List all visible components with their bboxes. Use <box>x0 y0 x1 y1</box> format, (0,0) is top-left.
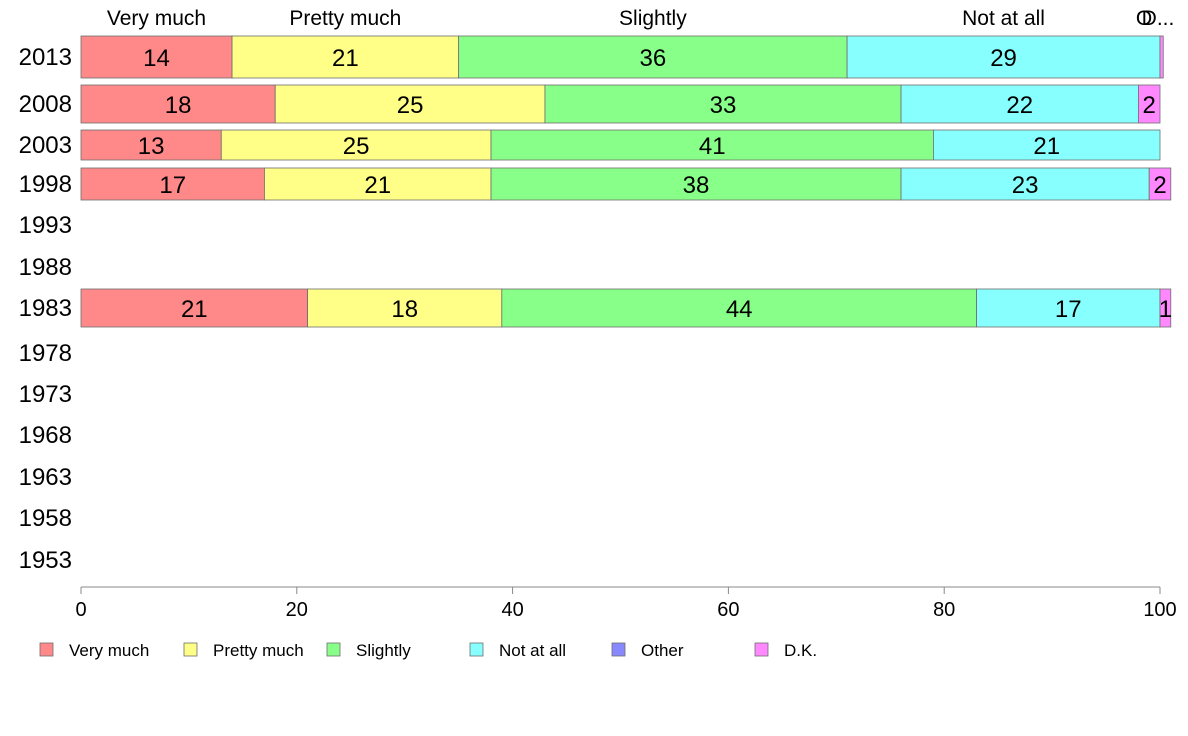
data-label: 13 <box>138 133 165 160</box>
data-label: 29 <box>990 45 1017 72</box>
bar-segment <box>544 84 902 124</box>
legend-label: Slightly <box>356 641 411 660</box>
data-label: 21 <box>332 45 359 72</box>
data-label: 23 <box>1012 172 1039 199</box>
bar-segment <box>490 129 934 161</box>
bar-segment <box>80 84 276 124</box>
x-tick-label: 80 <box>933 599 955 621</box>
data-label: 17 <box>1055 296 1082 323</box>
data-label: 25 <box>397 92 424 119</box>
bar-segment <box>231 35 460 79</box>
legend-swatch <box>183 642 198 657</box>
y-tick-label: 1968 <box>19 422 72 449</box>
y-tick-label: 1988 <box>19 254 72 281</box>
bar-segment <box>933 129 1161 161</box>
y-axis: 2013 2008 2003 1998 1993 1988 1983 1978 1973 1968… <box>19 44 72 574</box>
bar-segment <box>264 167 492 201</box>
bar-segment <box>220 129 492 161</box>
data-label: 17 <box>159 172 186 199</box>
data-label: 21 <box>364 172 391 199</box>
legend-swatch <box>39 642 54 657</box>
data-label: 41 <box>699 133 726 160</box>
data-label: 21 <box>181 296 208 323</box>
y-tick-label: 2008 <box>19 91 72 118</box>
top-category-label: Slightly <box>619 7 687 30</box>
data-label: 21 <box>1033 133 1060 160</box>
top-category-label: D... <box>1142 7 1175 30</box>
legend-label: Other <box>641 641 684 660</box>
data-label: 2 <box>1153 172 1166 199</box>
top-category-label: Pretty much <box>289 7 401 30</box>
bar-segment <box>900 84 1139 124</box>
x-tick-label: 60 <box>717 599 739 621</box>
y-tick-label: 2003 <box>19 132 72 159</box>
data-label: 33 <box>710 92 737 119</box>
legend-label: Not at all <box>499 641 566 660</box>
data-label: 18 <box>391 296 418 323</box>
data-label: 14 <box>143 45 170 72</box>
y-tick-label: 1983 <box>19 295 72 322</box>
bar-segment <box>1148 167 1172 201</box>
top-category-label: Not at all <box>962 7 1045 30</box>
bar-segment <box>274 84 546 124</box>
bar-segment <box>307 288 503 328</box>
top-category-label: O <box>1136 7 1152 30</box>
top-category-labels: Very much Pretty much Slightly Not at all OD… <box>107 7 1174 30</box>
bar-segment <box>1159 35 1164 79</box>
x-tick-label: 40 <box>501 599 523 621</box>
data-label: 22 <box>1006 92 1033 119</box>
y-tick-label: 1958 <box>19 505 72 532</box>
data-label: 18 <box>165 92 192 119</box>
legend-label: Pretty much <box>213 641 304 660</box>
top-category-label: Very much <box>107 7 206 30</box>
data-label: 36 <box>640 45 667 72</box>
legend-swatch <box>326 642 341 657</box>
x-tick-label: 0 <box>75 599 86 621</box>
legend-label: Very much <box>69 641 149 660</box>
legend-label: D.K. <box>784 641 817 660</box>
bar-segment <box>80 129 222 161</box>
bar-segment <box>1159 288 1172 328</box>
bar-segment <box>1138 84 1161 124</box>
y-tick-label: 1978 <box>19 340 72 367</box>
data-label: 44 <box>726 296 753 323</box>
y-tick-label: 1993 <box>19 212 72 239</box>
y-tick-label: 1998 <box>19 171 72 198</box>
legend-swatch <box>754 642 769 657</box>
y-tick-label: 1963 <box>19 464 72 491</box>
bar-segment <box>80 288 308 328</box>
y-tick-label: 1973 <box>19 381 72 408</box>
bar-segment <box>490 167 902 201</box>
x-tick-label: 100 <box>1143 599 1176 621</box>
legend-swatch <box>469 642 484 657</box>
y-tick-label: 1953 <box>19 547 72 574</box>
bar-segment <box>900 167 1150 201</box>
legend: Very much Pretty much Slightly Not at all Ot… <box>39 641 817 660</box>
data-label: 2 <box>1143 92 1156 119</box>
x-tick-label: 20 <box>286 599 308 621</box>
data-label: 38 <box>683 172 710 199</box>
data-label: 25 <box>343 133 370 160</box>
bar-segment <box>501 288 977 328</box>
data-label: 1 <box>1159 296 1172 323</box>
x-axis: 0 20 40 60 80 100 <box>75 586 1177 621</box>
legend-swatch <box>611 642 626 657</box>
y-tick-label: 2013 <box>19 44 72 71</box>
